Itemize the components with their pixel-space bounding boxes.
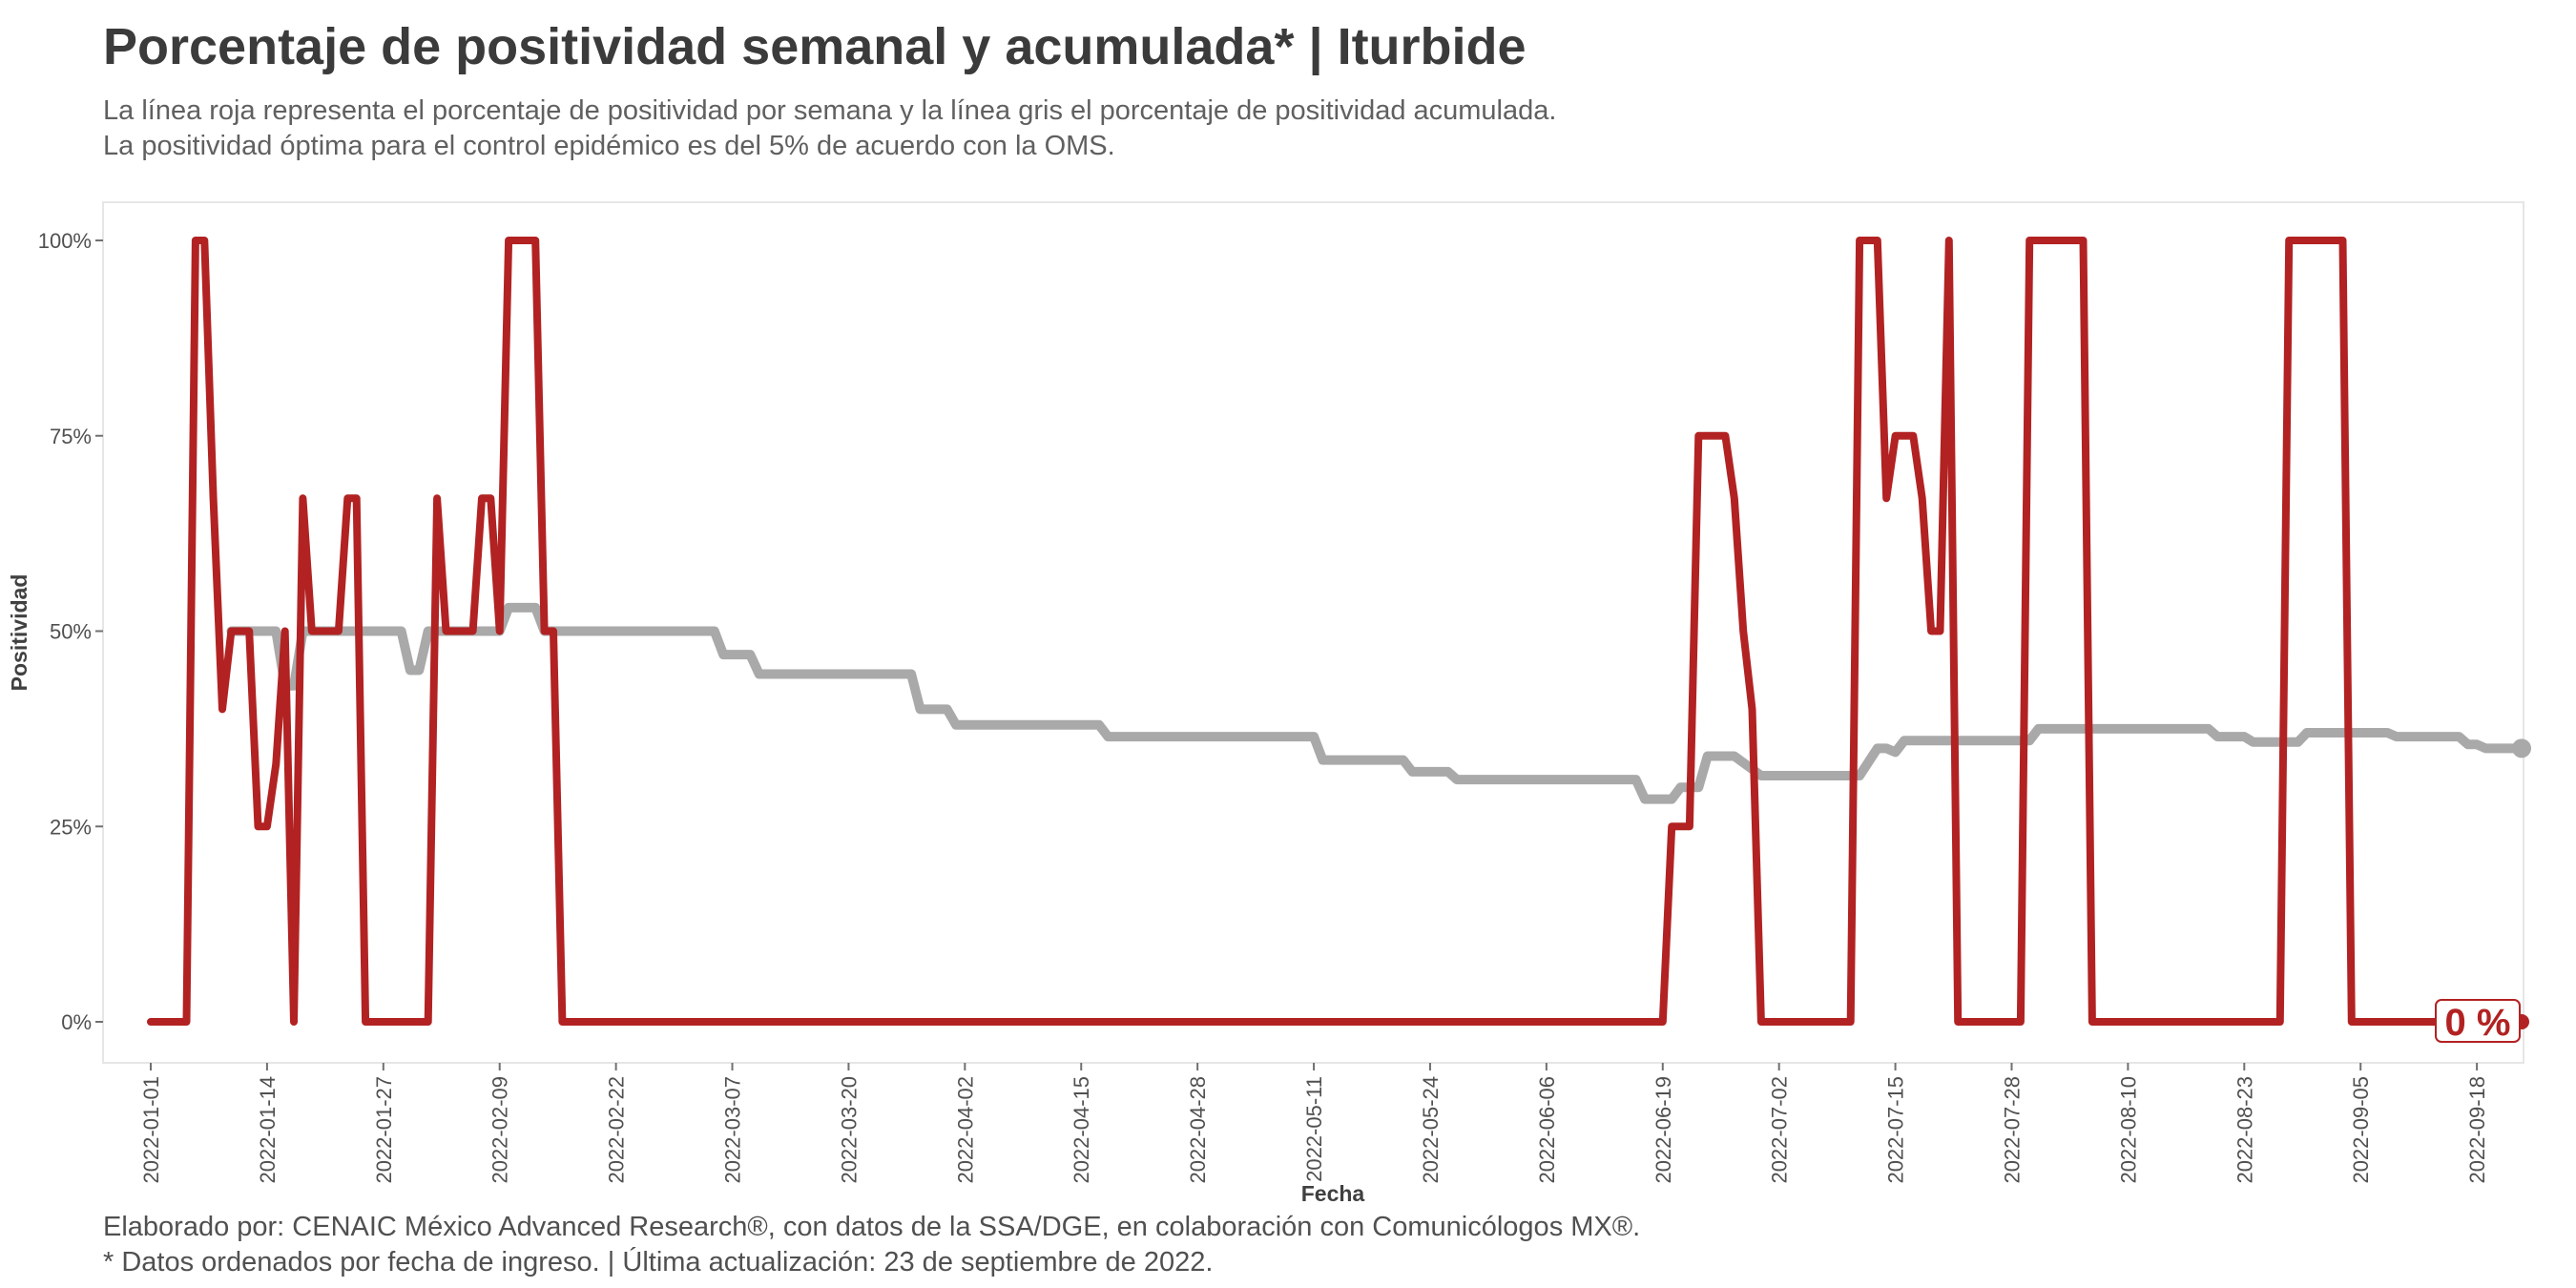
x-tick-label: 2022-01-14 xyxy=(256,1076,280,1184)
x-tick-label: 2022-03-07 xyxy=(721,1076,745,1184)
page-title: Porcentaje de positividad semanal y acum… xyxy=(103,18,1527,75)
end-label-box xyxy=(2435,999,2521,1043)
caption-line-1: Elaborado por: CENAIC México Advanced Re… xyxy=(103,1212,1641,1242)
x-tick-label: 2022-04-28 xyxy=(1186,1076,1210,1184)
x-tick-label: 2022-09-05 xyxy=(2349,1076,2373,1184)
caption-line-2: * Datos ordenados por fecha de ingreso. … xyxy=(103,1247,1214,1278)
y-tick-label: 75% xyxy=(50,425,92,448)
x-tick-label: 2022-06-19 xyxy=(1652,1076,1675,1184)
y-tick-label: 0% xyxy=(61,1010,92,1034)
weekly-positivity-line xyxy=(147,237,2525,1026)
x-tick-label: 2022-02-22 xyxy=(605,1076,629,1184)
subtitle-line-2: La positividad óptima para el control ep… xyxy=(103,131,1115,161)
x-tick-label: 2022-09-18 xyxy=(2465,1076,2489,1184)
x-tick-label: 2022-04-02 xyxy=(953,1076,977,1184)
y-tick-label: 25% xyxy=(50,815,92,839)
end-label-text: 0 % xyxy=(2445,1002,2511,1044)
x-axis: 2022-01-01 2022-01-14 2022-01-27 2022-02-09… xyxy=(139,1063,2489,1184)
x-tick-label: 2022-06-06 xyxy=(1535,1076,1559,1184)
y-tick-label: 50% xyxy=(50,620,92,644)
x-tick-label: 2022-04-15 xyxy=(1070,1076,1093,1184)
subtitle-line-1: La línea roja representa el porcentaje d… xyxy=(103,95,1557,126)
cumulative-end-point xyxy=(2512,738,2531,758)
x-tick-label: 2022-07-15 xyxy=(1884,1076,1908,1184)
x-tick-label: 2022-08-10 xyxy=(2116,1076,2140,1184)
y-tick-label: 100% xyxy=(38,229,92,253)
x-tick-label: 2022-07-02 xyxy=(1768,1076,1792,1184)
x-tick-label: 2022-05-24 xyxy=(1419,1076,1443,1184)
chart-subtitle: La línea roja representa el porcentaje d… xyxy=(103,93,1556,164)
x-tick-label: 2022-01-01 xyxy=(139,1076,163,1184)
y-axis-title: Positividad xyxy=(7,574,31,692)
y-axis: 0% 25% 50% 75% 100% xyxy=(38,229,103,1034)
x-tick-label: 2022-03-20 xyxy=(837,1076,861,1184)
x-tick-label: 2022-08-23 xyxy=(2233,1076,2256,1184)
x-tick-label: 2022-02-09 xyxy=(488,1076,512,1184)
chart-caption: Elaborado por: CENAIC México Advanced Re… xyxy=(103,1210,1640,1280)
x-tick-label: 2022-01-27 xyxy=(372,1076,396,1184)
x-tick-label: 2022-07-28 xyxy=(2000,1076,2024,1184)
x-axis-title: Fecha xyxy=(1301,1181,1365,1206)
x-tick-label: 2022-05-11 xyxy=(1302,1076,1326,1182)
series-layer xyxy=(147,237,2531,1029)
end-value-label: 0 % xyxy=(2435,999,2521,1044)
